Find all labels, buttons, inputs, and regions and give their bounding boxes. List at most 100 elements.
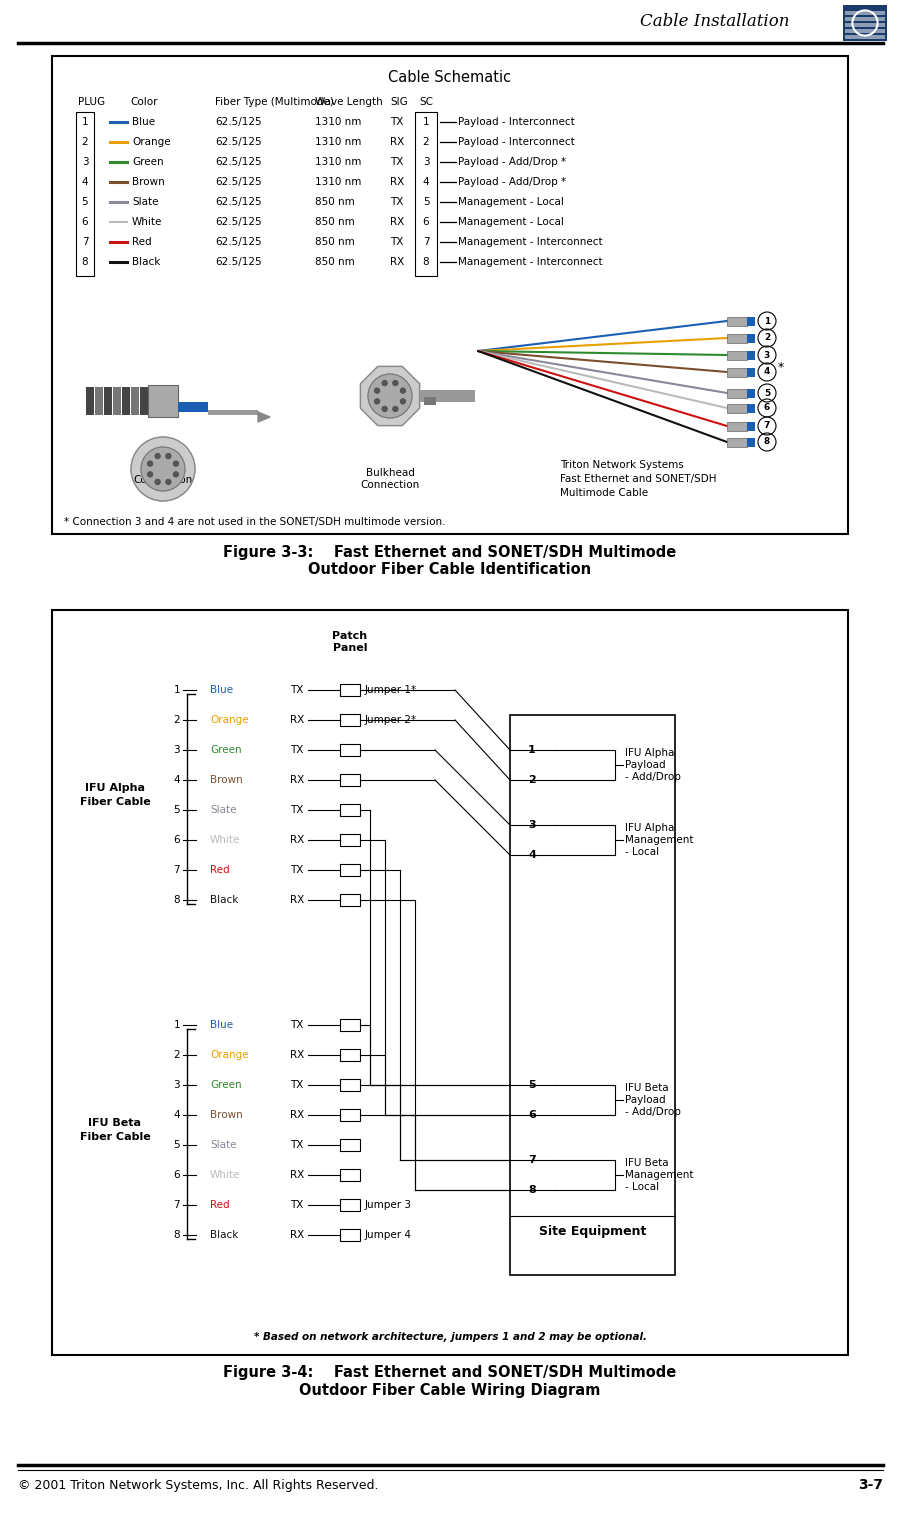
Text: 8: 8 <box>82 258 88 267</box>
Text: 1310 nm: 1310 nm <box>315 177 361 186</box>
Circle shape <box>368 374 412 418</box>
Text: 8: 8 <box>528 1186 536 1195</box>
Polygon shape <box>360 367 420 426</box>
Circle shape <box>173 461 178 465</box>
Text: 2: 2 <box>82 136 88 147</box>
Text: Brown: Brown <box>210 775 242 785</box>
Text: Figure 3-4:    Fast Ethernet and SONET/SDH Multimode: Figure 3-4: Fast Ethernet and SONET/SDH … <box>223 1366 677 1381</box>
Text: Payload - Add/Drop *: Payload - Add/Drop * <box>458 177 566 186</box>
Circle shape <box>382 381 387 385</box>
Text: 62.5/125: 62.5/125 <box>215 217 261 227</box>
Bar <box>340 714 360 726</box>
Bar <box>340 803 360 816</box>
Text: RX: RX <box>290 1110 305 1120</box>
Text: 7: 7 <box>173 1201 180 1210</box>
Text: White: White <box>132 217 162 227</box>
Bar <box>340 864 360 876</box>
Circle shape <box>148 461 152 465</box>
Text: SIG: SIG <box>390 97 408 108</box>
Text: TX: TX <box>390 117 404 127</box>
Text: IFU Alpha
Fiber Cable: IFU Alpha Fiber Cable <box>79 784 150 807</box>
Circle shape <box>758 346 776 364</box>
Text: Payload - Interconnect: Payload - Interconnect <box>458 117 575 127</box>
Text: 1: 1 <box>173 1020 180 1029</box>
Text: 6: 6 <box>173 835 180 844</box>
Bar <box>843 5 887 41</box>
Text: Brown: Brown <box>210 1110 242 1120</box>
Text: Patch
Panel: Patch Panel <box>332 631 368 653</box>
Bar <box>845 17 885 21</box>
Bar <box>340 744 360 756</box>
Circle shape <box>758 329 776 347</box>
Text: Green: Green <box>132 158 164 167</box>
Text: Site Equipment: Site Equipment <box>539 1225 646 1239</box>
Circle shape <box>375 399 379 403</box>
Text: 8: 8 <box>423 258 429 267</box>
Bar <box>747 421 755 431</box>
Text: 2: 2 <box>528 775 536 785</box>
Text: Wave Length: Wave Length <box>315 97 383 108</box>
Text: 8: 8 <box>764 438 770 447</box>
Text: Payload - Add/Drop *: Payload - Add/Drop * <box>458 158 566 167</box>
Circle shape <box>131 437 195 500</box>
Text: Orange: Orange <box>210 1051 249 1060</box>
Text: TX: TX <box>290 1079 304 1090</box>
Text: 1: 1 <box>173 685 180 694</box>
Text: IFU Beta
Management
- Local: IFU Beta Management - Local <box>625 1158 694 1193</box>
Text: Outdoor Fiber Cable Identification: Outdoor Fiber Cable Identification <box>308 561 592 576</box>
Text: Slate: Slate <box>132 197 159 208</box>
Text: RX: RX <box>390 177 405 186</box>
Text: 5: 5 <box>173 1140 180 1151</box>
Circle shape <box>393 406 398 411</box>
Circle shape <box>758 417 776 435</box>
Text: Slate: Slate <box>210 805 236 816</box>
Bar <box>727 334 747 343</box>
Text: White: White <box>210 835 241 844</box>
Bar <box>52 609 848 1355</box>
Bar <box>727 368 747 377</box>
Bar <box>747 368 755 377</box>
Text: 1: 1 <box>764 317 770 326</box>
Text: Cable Schematic: Cable Schematic <box>388 71 512 85</box>
Text: Management - Interconnect: Management - Interconnect <box>458 258 603 267</box>
Text: RX: RX <box>290 1170 305 1179</box>
Circle shape <box>148 471 152 478</box>
Circle shape <box>393 381 398 385</box>
Bar <box>340 894 360 907</box>
Text: 1: 1 <box>423 117 429 127</box>
Text: White: White <box>210 1170 241 1179</box>
Text: 62.5/125: 62.5/125 <box>215 117 261 127</box>
Bar <box>178 402 208 412</box>
Circle shape <box>155 479 160 485</box>
Bar <box>727 352 747 359</box>
Bar <box>727 390 747 399</box>
Text: Black: Black <box>210 894 239 905</box>
Text: RX: RX <box>290 1051 305 1060</box>
Bar <box>420 390 475 402</box>
Text: TX: TX <box>290 805 304 816</box>
Text: Jumper 2*: Jumper 2* <box>365 716 417 725</box>
Text: 2: 2 <box>173 1051 180 1060</box>
Text: Management - Local: Management - Local <box>458 197 564 208</box>
Text: 62.5/125: 62.5/125 <box>215 258 261 267</box>
Text: 3: 3 <box>173 744 180 755</box>
Text: SC: SC <box>419 97 433 108</box>
Text: Brown: Brown <box>132 177 165 186</box>
Bar <box>510 716 675 1275</box>
Bar <box>845 29 885 33</box>
Text: RX: RX <box>290 775 305 785</box>
Bar <box>340 1079 360 1092</box>
Bar <box>340 1229 360 1242</box>
Text: Black: Black <box>132 258 160 267</box>
Bar <box>95 387 103 415</box>
Text: IFU Alpha
Management
- Local: IFU Alpha Management - Local <box>625 823 694 858</box>
Text: Blue: Blue <box>210 1020 233 1029</box>
Text: 6: 6 <box>423 217 429 227</box>
Bar <box>148 385 178 417</box>
Circle shape <box>141 447 185 491</box>
Text: 1310 nm: 1310 nm <box>315 117 361 127</box>
Text: 1: 1 <box>528 744 536 755</box>
Bar <box>747 334 755 343</box>
Bar <box>727 438 747 447</box>
Text: 3-7: 3-7 <box>858 1478 883 1492</box>
